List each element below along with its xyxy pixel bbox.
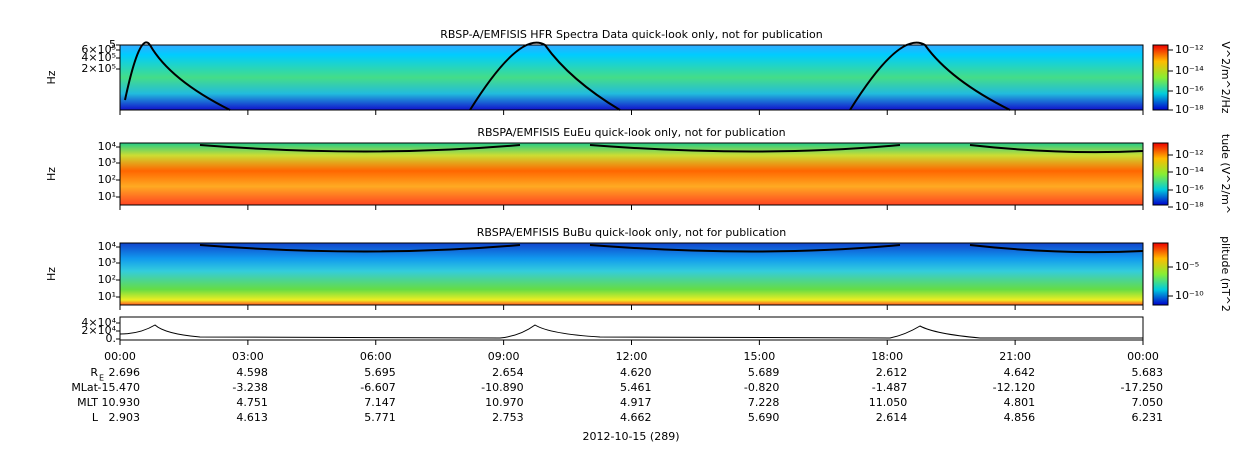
ephemeris-value: 4.662 xyxy=(620,411,652,424)
ephemeris-value: 4.613 xyxy=(236,411,268,424)
ephemeris-label: MLT xyxy=(77,396,98,409)
x-tick-label: 18:00 xyxy=(871,350,903,363)
colorbar-tick-label: 10⁻¹⁶ xyxy=(1175,183,1204,196)
colorbar-tick-label: 10⁻¹⁴ xyxy=(1175,64,1204,77)
y-tick-label: 10² xyxy=(98,273,116,286)
ephemeris-value: 2.753 xyxy=(492,411,524,424)
x-tick-label: 21:00 xyxy=(999,350,1031,363)
x-tick-label: 12:00 xyxy=(616,350,648,363)
y-tick-label: 10⁴ xyxy=(98,140,117,153)
ephemeris-label: R xyxy=(90,366,98,379)
date-label: 2012-10-15 (289) xyxy=(582,430,679,443)
colorbar-label: tude (V^2/m^ xyxy=(1219,134,1232,214)
colorbar xyxy=(1152,44,1169,111)
y-tick-label: 0. xyxy=(106,332,117,345)
y-tick-label: 10¹ xyxy=(98,190,116,203)
y-tick-label: 4×10⁵ xyxy=(81,51,116,64)
y-axis-label: Hz xyxy=(45,267,58,281)
x-tick-label: 09:00 xyxy=(488,350,520,363)
y-tick-label: 2×10⁴ xyxy=(81,324,116,337)
x-tick-label: 15:00 xyxy=(744,350,776,363)
colorbar-label: plitude (nT^2 xyxy=(1219,236,1232,312)
ephemeris-value: 11.050 xyxy=(869,396,908,409)
y-tick-label: 10¹ xyxy=(98,290,116,303)
spectrogram xyxy=(119,316,1144,341)
ephemeris-value: 5.683 xyxy=(1132,366,1164,379)
spectrogram xyxy=(119,44,1144,111)
colorbar xyxy=(1152,142,1169,206)
ephemeris-value: 5.689 xyxy=(748,366,780,379)
y-axis-label: Hz xyxy=(45,167,58,181)
ephemeris-value: -10.890 xyxy=(481,381,523,394)
colorbar-tick-label: 10⁻¹⁸ xyxy=(1175,103,1204,116)
colorbar-tick-label: 10⁻¹⁸ xyxy=(1175,200,1204,213)
ephemeris-value: 2.614 xyxy=(876,411,908,424)
ephemeris-value: 4.642 xyxy=(1004,366,1036,379)
curve xyxy=(124,41,1011,111)
ephemeris-value: -15.470 xyxy=(98,381,140,394)
x-tick-label: 03:00 xyxy=(232,350,264,363)
spectrogram xyxy=(119,142,1144,206)
ephemeris-value: 2.696 xyxy=(109,366,141,379)
ephemeris-value: 7.147 xyxy=(364,396,396,409)
ephemeris-value: -12.120 xyxy=(993,381,1035,394)
ephemeris-value: 4.620 xyxy=(620,366,652,379)
ephemeris-value: 2.654 xyxy=(492,366,524,379)
curve xyxy=(199,144,1144,154)
panel-title: RBSP-A/EMFISIS HFR Spectra Data quick-lo… xyxy=(440,28,823,41)
ephemeris-value: 4.801 xyxy=(1004,396,1036,409)
ephemeris-value: -0.820 xyxy=(744,381,779,394)
y-axis-label: Hz xyxy=(45,70,58,84)
ephemeris-value: -17.250 xyxy=(1121,381,1163,394)
ephemeris-value: 4.917 xyxy=(620,396,652,409)
curve xyxy=(199,244,1144,254)
ephemeris-value: 5.695 xyxy=(364,366,396,379)
ephemeris-label: MLat xyxy=(71,381,98,394)
x-tick-label: 00:00 xyxy=(1127,350,1159,363)
ephemeris-value: 5.461 xyxy=(620,381,652,394)
y-tick-label: 2×10⁵ xyxy=(81,62,116,75)
colorbar-tick-label: 10⁻¹⁶ xyxy=(1175,84,1204,97)
y-tick-label: 10³ xyxy=(98,156,116,169)
ephemeris-value: 4.598 xyxy=(236,366,268,379)
panel-title: RBSPA/EMFISIS BuBu quick-look only, not … xyxy=(477,226,787,239)
colorbar-tick-label: 10⁻⁵ xyxy=(1175,260,1199,273)
ephemeris-value: 10.970 xyxy=(485,396,524,409)
x-tick-label: 00:00 xyxy=(104,350,136,363)
ephemeris-label: L xyxy=(92,411,99,424)
colorbar-tick-label: 10⁻¹² xyxy=(1175,148,1204,161)
y-tick-label: 10² xyxy=(98,173,116,186)
spectrogram xyxy=(119,242,1144,306)
ephemeris-value: -1.487 xyxy=(872,381,907,394)
colorbar-tick-label: 10⁻¹⁰ xyxy=(1175,289,1204,302)
colorbar xyxy=(1152,242,1169,306)
colorbar-tick-label: 10⁻¹⁴ xyxy=(1175,165,1204,178)
ephemeris-value: -6.607 xyxy=(360,381,395,394)
y-tick-label: 4×10⁴ xyxy=(81,316,116,329)
colorbar-tick-label: 10⁻¹² xyxy=(1175,43,1204,56)
y-tick-label: 6×10⁵ xyxy=(81,43,116,56)
ephemeris-value: 4.856 xyxy=(1004,411,1036,424)
ephemeris-value: -3.238 xyxy=(232,381,267,394)
ephemeris-value: 5.771 xyxy=(364,411,396,424)
ephemeris-value: 10.930 xyxy=(102,396,141,409)
trace xyxy=(119,324,1143,339)
colorbar-label: V^2/m^2/Hz xyxy=(1219,41,1232,113)
y-tick-label: 5 xyxy=(109,38,116,51)
ephemeris-value: 7.050 xyxy=(1132,396,1164,409)
ephemeris-value: 6.231 xyxy=(1132,411,1164,424)
ephemeris-value: 2.903 xyxy=(109,411,141,424)
y-tick-label: 10³ xyxy=(98,256,116,269)
panel-title: RBSPA/EMFISIS EuEu quick-look only, not … xyxy=(477,126,785,139)
ephemeris-label-sub: E xyxy=(99,374,104,383)
y-tick-label: 10⁴ xyxy=(98,240,117,253)
ephemeris-value: 5.690 xyxy=(748,411,780,424)
ephemeris-value: 7.228 xyxy=(748,396,780,409)
x-tick-label: 06:00 xyxy=(360,350,392,363)
ephemeris-value: 2.612 xyxy=(876,366,908,379)
ephemeris-value: 4.751 xyxy=(236,396,268,409)
